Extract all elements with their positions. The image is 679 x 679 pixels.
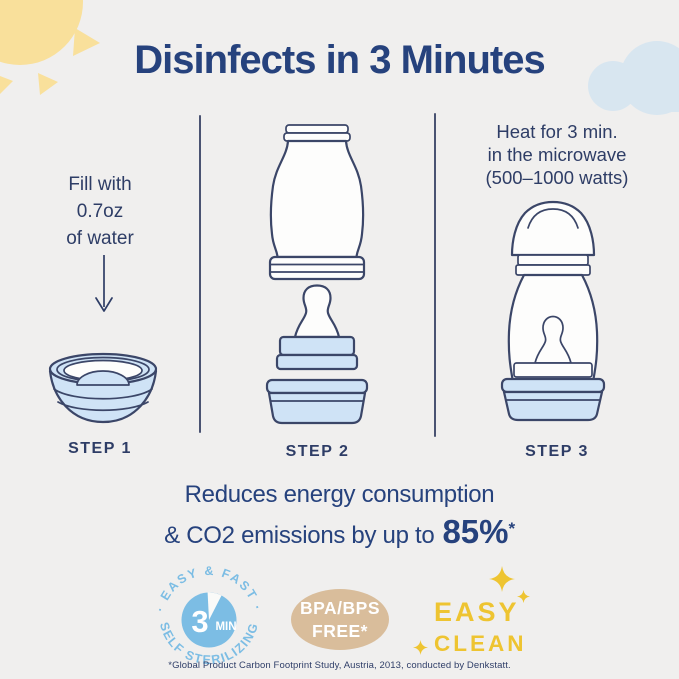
bpa-free-badge: BPA/BPS FREE* [291,589,389,650]
assembled-bottle-illustration [500,200,606,422]
benefit-highlight: 85% [442,513,509,550]
column-divider [434,113,436,437]
step-2-label: STEP 2 [285,443,350,460]
bottle-parts-illustration [265,124,369,425]
benefit-line-1: Reduces energy consumption [184,481,495,508]
sparkle-icon [489,566,515,592]
column-divider [199,115,201,433]
step-1-instruction: Fill with 0.7oz of water [66,174,134,249]
benefit-claim: Reduces energy consumption & CO2 emissio… [0,481,679,551]
benefit-asterisk: * [508,519,516,538]
sparkle-icon [517,590,530,603]
step-3-instruction: Heat for 3 min. in the microwave (500–10… [485,121,629,189]
easy-clean-badge: EASY CLEAN [434,597,527,656]
badge-unit: MIN [215,621,236,633]
badge-number: 3 [191,604,208,639]
sparkle-icon [413,640,428,655]
self-sterilizing-badge: · EASY & FAST · SELF STERILIZING 3 MIN [153,564,263,667]
badge-clock-wedge-icon [207,592,222,620]
bowl-illustration [48,352,158,424]
footnote: *Global Product Carbon Footprint Study, … [168,660,511,671]
page-title: Disinfects in 3 Minutes [134,38,545,82]
cloud-icon [588,41,679,115]
sun-icon [0,0,100,95]
down-arrow-icon [95,255,113,312]
benefit-line-2: & CO2 emissions by up to 85%* [164,513,516,550]
step-1-label: STEP 1 [68,440,132,457]
step-3-label: STEP 3 [525,443,589,460]
